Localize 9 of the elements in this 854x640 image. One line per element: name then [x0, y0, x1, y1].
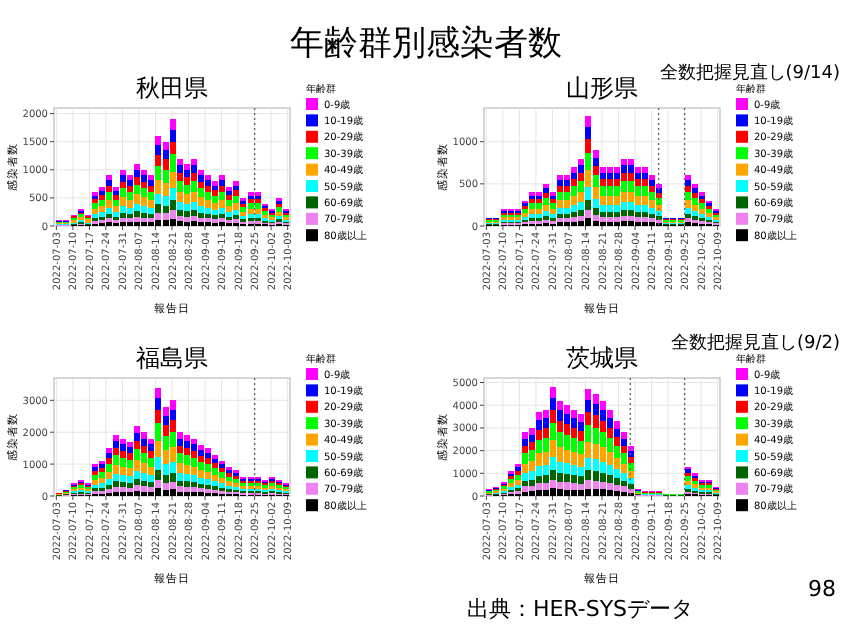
- chart-title: 茨城県: [566, 344, 638, 372]
- ref-line-label: 全数把握見直し(9/14): [659, 62, 840, 84]
- chart-title: 山形県: [566, 74, 638, 102]
- text: 98: [808, 576, 836, 602]
- chart-title: 秋田県: [136, 74, 208, 102]
- source-note: 出典：HER-SYSデータ: [466, 596, 694, 622]
- text: 年齢群別感染者数: [290, 24, 562, 64]
- ref-line-label: 全数把握見直し(9/2): [670, 332, 840, 354]
- chart-title: 福島県: [136, 344, 208, 372]
